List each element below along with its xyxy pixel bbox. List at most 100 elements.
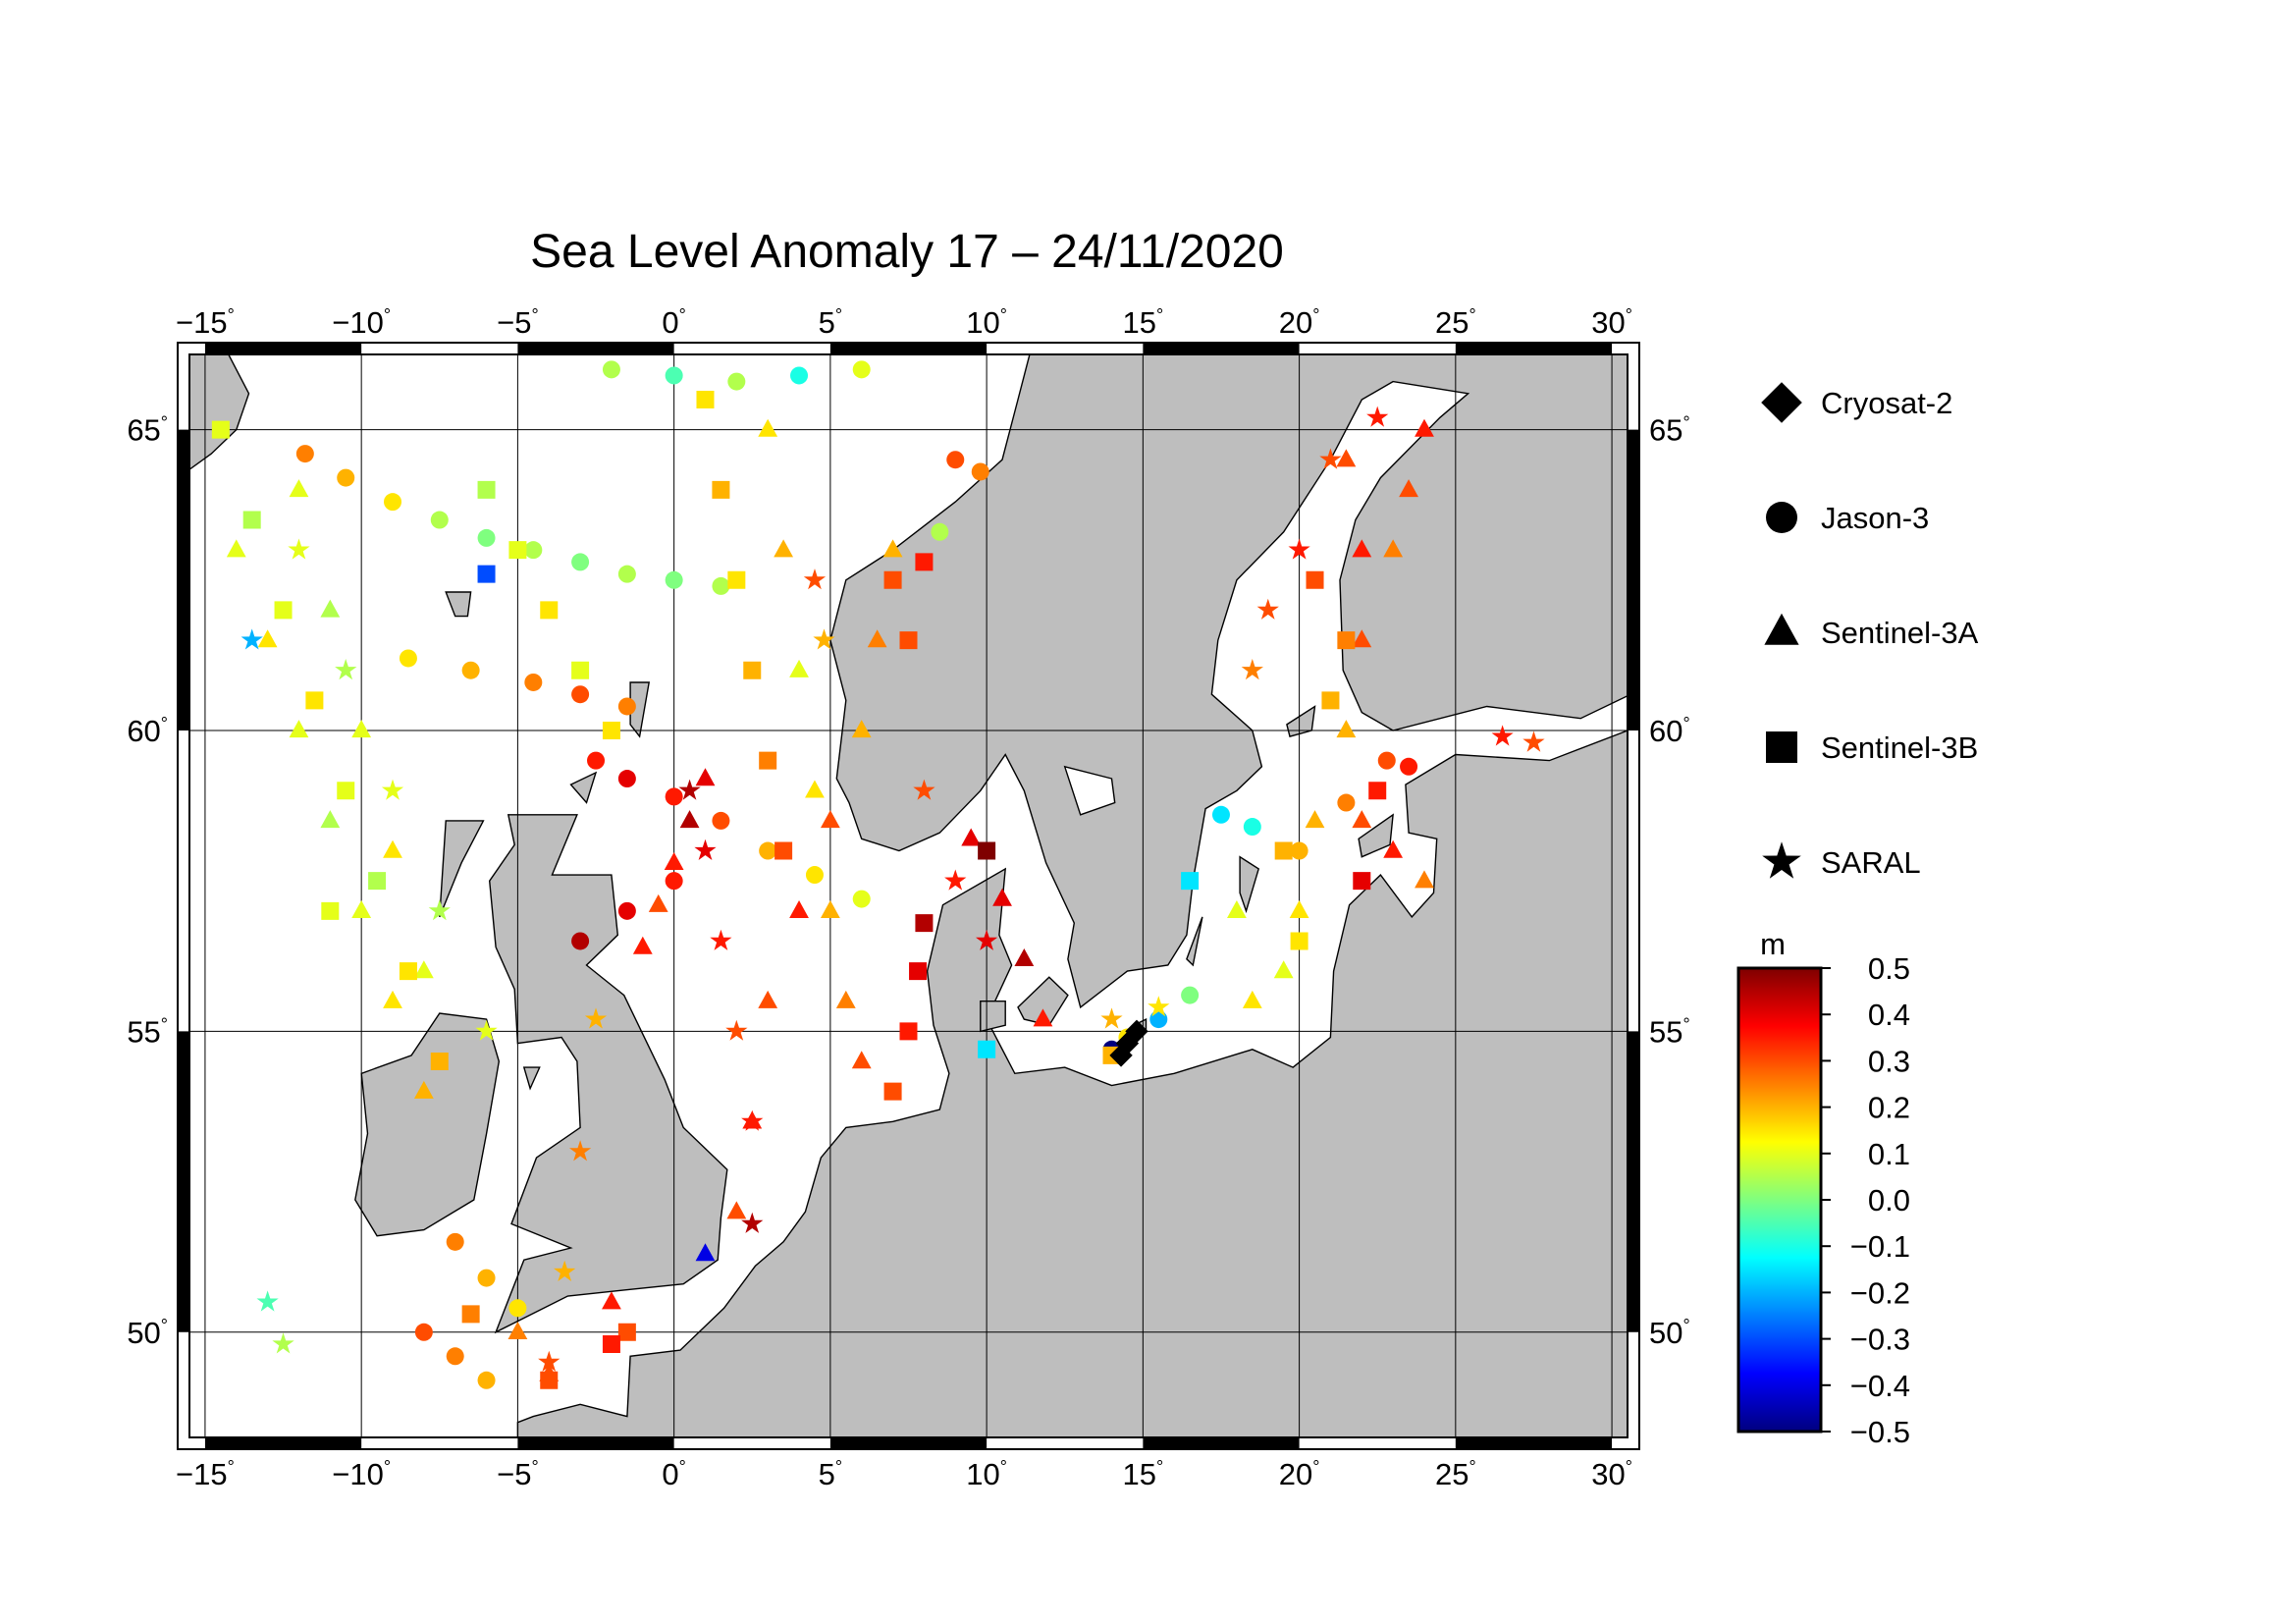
data-point	[976, 929, 998, 950]
data-point	[913, 779, 935, 800]
frame-segment	[829, 1437, 988, 1449]
data-point	[759, 751, 777, 770]
lon-tick-label-top: 0°	[662, 305, 685, 340]
data-point	[820, 900, 840, 919]
colorbar-tick-label: −0.3	[1850, 1323, 1910, 1357]
data-point	[632, 936, 653, 954]
data-point	[211, 420, 230, 439]
data-point	[1256, 598, 1279, 620]
data-point	[1273, 960, 1294, 979]
data-point	[571, 932, 590, 950]
data-point	[383, 990, 402, 1008]
land-shape	[1186, 916, 1203, 967]
chart-title: Sea Level Anomaly 17 – 24/11/2020	[530, 226, 1284, 278]
axis-tick-labels: −15° −15° −10° −10° −5° −5° 0° 0° 5° 5° 10° 10° 15° 1…	[127, 305, 1689, 1491]
data-point	[712, 811, 730, 830]
data-point	[430, 511, 449, 529]
data-point	[321, 901, 340, 920]
data-point	[1148, 996, 1170, 1017]
legend-item: SARAL	[1762, 841, 1921, 880]
data-point	[1352, 810, 1372, 829]
data-point	[678, 779, 701, 800]
data-point	[1366, 406, 1389, 427]
data-point	[461, 1305, 480, 1324]
data-point	[446, 1232, 464, 1251]
lon-tick-label-top: −15°	[176, 305, 235, 340]
colorbar: m 0.5 0.4 0.3 0.2 0.1 0.0 −0.1 −0.2 −0.3 −0.4 −0.5	[1736, 927, 1910, 1449]
data-point	[399, 649, 417, 668]
lon-tick-label-top: 5°	[819, 305, 842, 340]
lon-tick-label-bottom: −10°	[332, 1457, 391, 1491]
data-point	[540, 1371, 559, 1389]
data-point	[1321, 691, 1340, 710]
frame-segment	[204, 343, 362, 354]
data-point	[1033, 1008, 1053, 1027]
data-point	[852, 890, 871, 908]
data-point	[381, 779, 404, 800]
data-point	[226, 539, 246, 558]
data-point	[272, 1332, 294, 1354]
data-point	[1415, 418, 1434, 437]
colorbar-ticks: 0.5 0.4 0.3 0.2 0.1 0.0 −0.1 −0.2 −0.3 −0.4 −0.5	[1821, 951, 1910, 1449]
land-shape	[439, 820, 485, 918]
data-point	[538, 1350, 561, 1372]
data-point	[257, 629, 278, 648]
data-point	[524, 541, 543, 560]
data-point	[1149, 1010, 1168, 1029]
data-point	[602, 1291, 621, 1310]
data-point	[851, 1051, 872, 1069]
data-point	[305, 691, 324, 710]
data-point	[1352, 539, 1372, 558]
land-shape	[354, 1012, 501, 1237]
land-shape	[980, 1001, 1006, 1033]
data-point	[477, 1371, 496, 1389]
map-frame-bars	[177, 342, 1640, 1450]
data-point	[712, 480, 730, 499]
data-point	[413, 960, 434, 979]
data-point	[1241, 659, 1263, 680]
frame-segment	[1455, 1437, 1613, 1449]
data-point	[587, 751, 606, 770]
frame-segment	[1143, 343, 1300, 354]
lat-tick-label-right: 60°	[1649, 714, 1690, 748]
data-point	[1336, 449, 1357, 467]
data-point	[617, 770, 636, 788]
lat-tick-label-left: 60°	[127, 714, 168, 748]
data-point	[774, 539, 794, 558]
data-point	[477, 480, 496, 499]
data-point	[1319, 448, 1342, 469]
lat-tick-label-left: 65°	[127, 413, 168, 448]
data-point	[507, 1321, 528, 1339]
data-point	[569, 1140, 592, 1162]
colorbar-tick-label: 0.5	[1868, 951, 1910, 986]
data-point	[242, 511, 261, 529]
data-point	[1383, 539, 1404, 558]
frame-segment	[178, 429, 189, 730]
data-point	[978, 841, 996, 860]
data-point	[240, 628, 263, 650]
data-point	[867, 629, 887, 648]
data-point	[540, 601, 559, 620]
data-point	[289, 720, 309, 738]
data-point	[915, 553, 934, 571]
lon-tick-label-bottom: −5°	[497, 1457, 539, 1491]
data-point	[1491, 725, 1514, 746]
data-point	[274, 601, 293, 620]
data-point	[351, 720, 372, 738]
frame-segment	[178, 1031, 189, 1332]
data-point	[992, 888, 1012, 906]
frame-segment	[1455, 343, 1613, 354]
data-point	[899, 631, 918, 650]
series-sentinel-3a	[226, 418, 1434, 1381]
lon-tick-label-top: −10°	[332, 305, 391, 340]
data-point	[1415, 870, 1434, 889]
lon-tick-label-bottom: −15°	[176, 1457, 235, 1491]
data-point	[741, 1109, 764, 1131]
data-point	[461, 661, 480, 679]
data-point	[679, 810, 700, 829]
data-point	[1289, 900, 1309, 919]
series-saral	[240, 406, 1545, 1372]
data-point	[617, 697, 636, 716]
legend-item: Sentinel-3A	[1764, 613, 1979, 650]
